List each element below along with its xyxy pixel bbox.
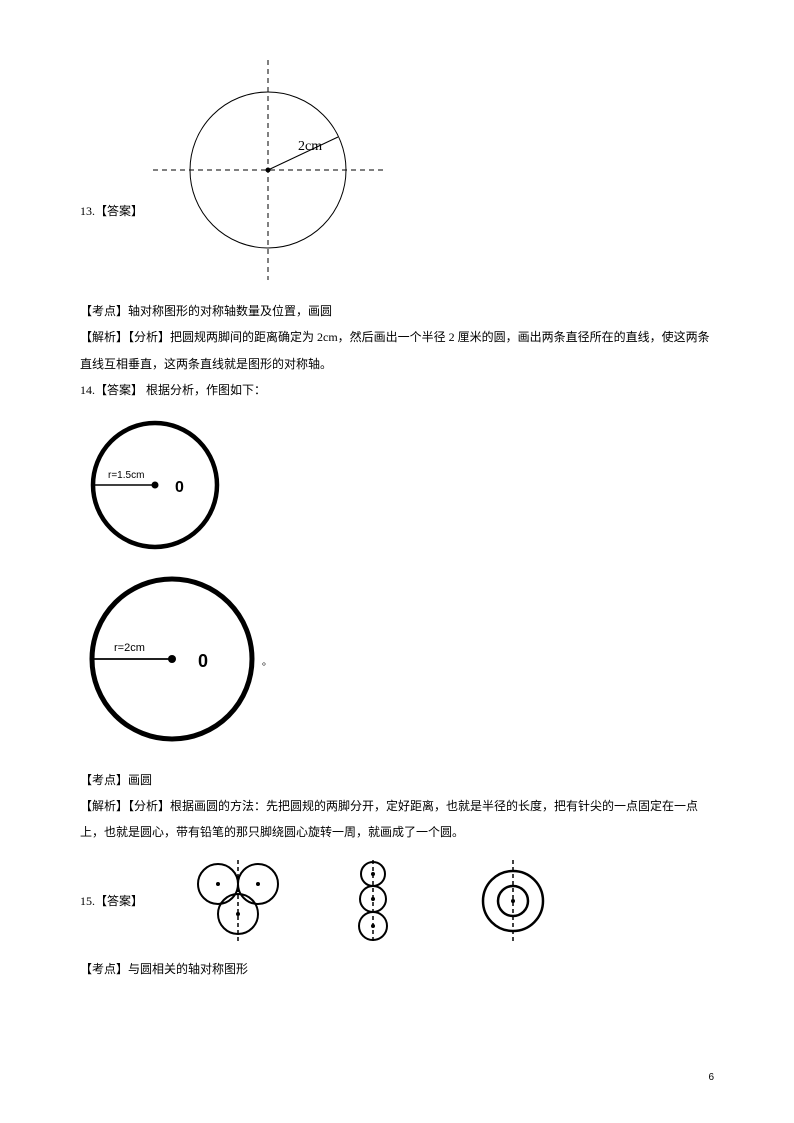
g3-d [511,899,515,903]
q14-kaodian: 【考点】画圆 [80,767,714,793]
r-label-a: r=1.5cm [108,470,144,481]
q15-figure [163,856,583,946]
q14-figure-b: r=2cm 0 。 [80,569,280,749]
center-dot-a [152,481,159,488]
q13-figure: 2cm [153,60,383,280]
g1-d1 [216,882,220,886]
o-label-a: 0 [175,479,184,496]
page-number: 6 [708,1072,714,1083]
q15-label: 15.【答案】 [80,892,143,909]
o-label-b: 0 [198,651,208,671]
g2-d3 [371,924,375,928]
q14-figure-a-wrap: r=1.5cm 0 [80,412,714,561]
radius-label: 2cm [298,139,322,154]
q14-figure-b-wrap: r=2cm 0 。 [80,569,714,753]
q14-figure-a: r=1.5cm 0 [80,412,230,557]
g1-d3 [236,912,240,916]
q13-jiexi: 【解析】【分析】把圆规两脚间的距离确定为 2cm，然后画出一个半径 2 厘米的圆… [80,324,714,377]
g2-d1 [371,872,375,876]
q13-kaodian: 【考点】轴对称图形的对称轴数量及位置，画圆 [80,298,714,324]
page: 13.【答案】 2cm 【考点】轴对称图形的对称轴数量及位置，画圆 【解析】【分… [0,0,794,1123]
q14-label: 14.【答案】 根据分析，作图如下： [80,377,714,403]
q13-label: 13.【答案】 [80,202,143,219]
q14-jiexi: 【解析】【分析】根据画圆的方法：先把圆规的两脚分开，定好距离，也就是半径的长度，… [80,793,714,846]
q15-kaodian: 【考点】与圆相关的轴对称图形 [80,956,714,982]
g1-d2 [256,882,260,886]
q13-row: 13.【答案】 2cm [80,60,714,280]
g2-d2 [371,897,375,901]
trailing-mark: 。 [262,657,272,668]
center-dot-b [168,655,176,663]
r-label-b: r=2cm [114,642,145,654]
q15-row: 15.【答案】 [80,856,714,946]
